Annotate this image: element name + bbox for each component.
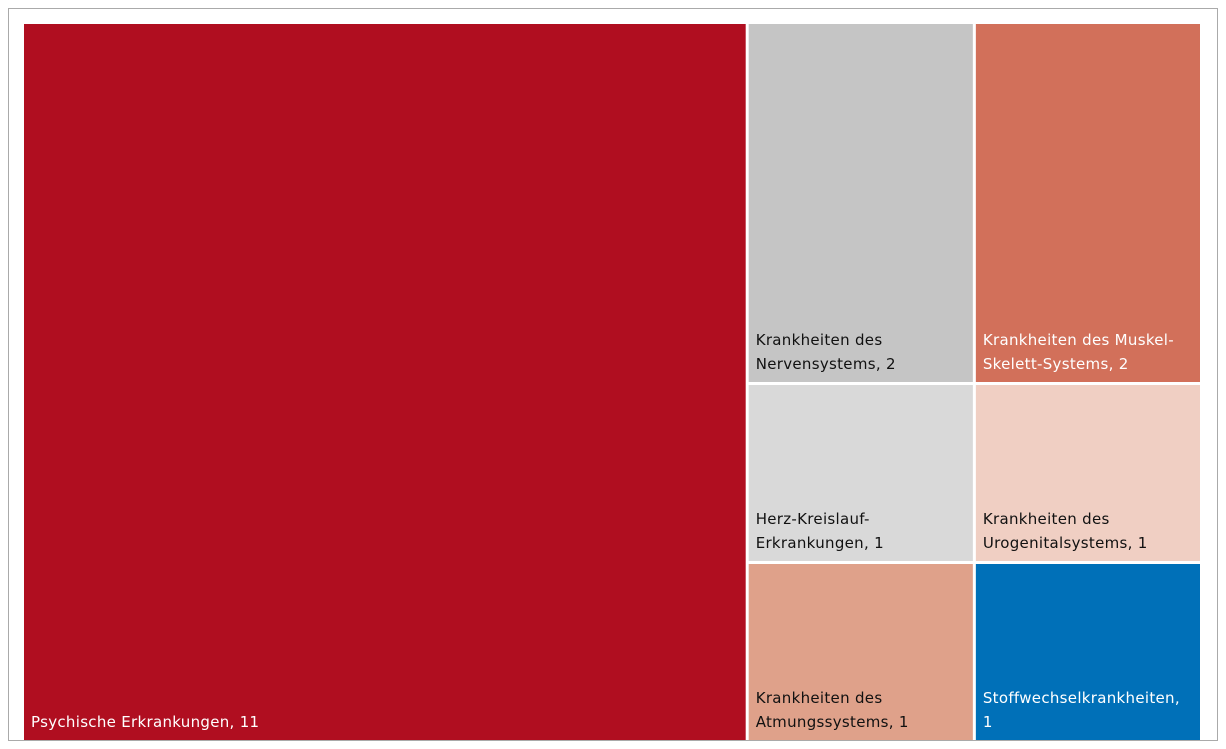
label-line: Skelett-Systems, 2 xyxy=(983,355,1129,373)
tile xyxy=(748,564,973,740)
label-line: Krankheiten des xyxy=(756,689,888,707)
tile-label: Stoffwechselkrankheiten, 1 xyxy=(983,689,1185,731)
label-line: 1 xyxy=(983,713,993,731)
label-line: Urogenitalsystems, 1 xyxy=(983,534,1148,552)
tile xyxy=(975,564,1200,740)
tile-label: Krankheiten des Atmungssystems, 1 xyxy=(756,689,909,731)
label-line: Krankheiten des Muskel- xyxy=(983,331,1174,349)
tile-label: Psychische Erkrankungen, 11 xyxy=(31,713,259,731)
tile xyxy=(748,24,973,382)
label-line: Stoffwechselkrankheiten, xyxy=(983,689,1185,707)
tile-label: Herz-Kreislauf- Erkrankungen, 1 xyxy=(756,510,884,552)
label-line: Herz-Kreislauf- xyxy=(756,510,870,528)
label-line: Krankheiten des xyxy=(756,331,888,349)
label-line: Psychische Erkrankungen, 11 xyxy=(31,713,259,731)
label-line: Krankheiten des xyxy=(983,510,1115,528)
tile-label: Krankheiten des Urogenitalsystems, 1 xyxy=(983,510,1148,552)
tile-label: Krankheiten des Nervensystems, 2 xyxy=(756,331,896,373)
label-line: Erkrankungen, 1 xyxy=(756,534,884,552)
tile xyxy=(24,24,746,740)
label-line: Nervensystems, 2 xyxy=(756,355,896,373)
tile-label: Krankheiten des Muskel- Skelett-Systems, … xyxy=(983,331,1174,373)
tile xyxy=(975,24,1200,382)
tile xyxy=(748,385,973,561)
label-line: Atmungssystems, 1 xyxy=(756,713,909,731)
tile xyxy=(975,385,1200,561)
